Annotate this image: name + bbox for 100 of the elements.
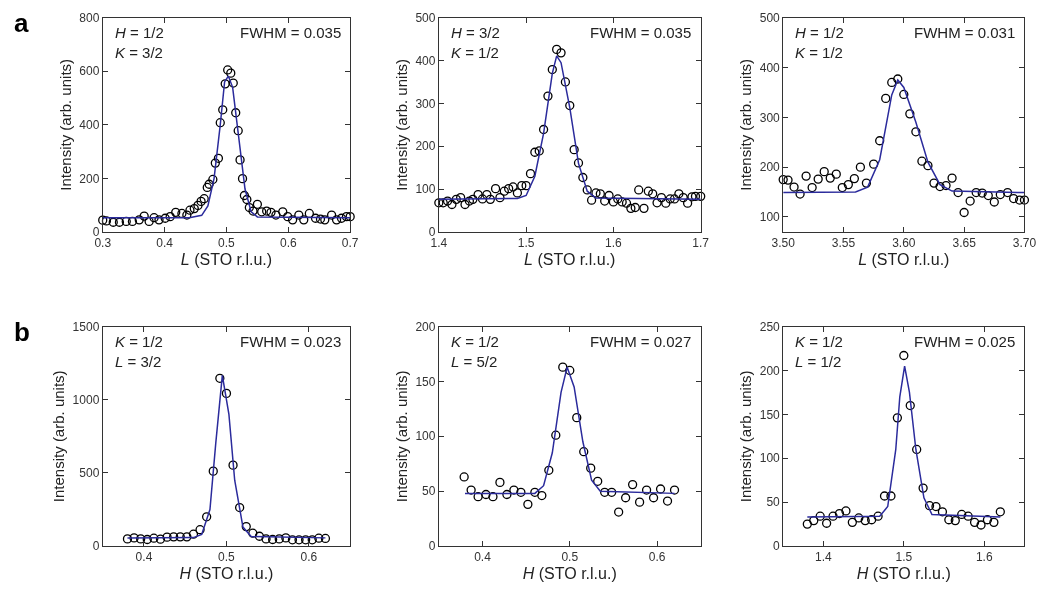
point [320, 533, 331, 544]
point [662, 496, 673, 506]
x-tick-label: 0.4 [156, 236, 174, 251]
point [634, 497, 645, 507]
y-tick-label: 1500 [72, 319, 100, 334]
point [320, 215, 330, 225]
point [893, 74, 903, 84]
point [558, 362, 568, 372]
point [614, 507, 624, 517]
point [287, 215, 298, 225]
y-axis-title: Intensity (arb. units) [737, 58, 755, 191]
point [778, 174, 788, 185]
point [341, 212, 352, 222]
point [899, 89, 909, 100]
x-tick-label: 0.5 [218, 550, 236, 565]
point [281, 533, 291, 543]
point [523, 499, 533, 509]
point [813, 174, 823, 184]
point [899, 350, 909, 361]
x-tick-label: 0.4 [474, 550, 492, 565]
point [182, 210, 192, 220]
point [237, 173, 248, 184]
y-tick-label: 300 [415, 96, 436, 111]
point [101, 216, 112, 226]
point [165, 212, 175, 222]
point [544, 465, 554, 475]
point [220, 79, 230, 89]
y-tick-label: 250 [759, 319, 781, 334]
y-tick-label: 1000 [72, 392, 100, 407]
annotation: H = 1/2 K = 1/2 [795, 24, 844, 61]
point [783, 175, 793, 185]
point [977, 188, 987, 198]
point [248, 528, 258, 538]
point [995, 189, 1005, 200]
point [847, 517, 857, 527]
point [235, 155, 245, 165]
point [789, 182, 799, 192]
x-tick-label: 0.6 [279, 236, 297, 251]
point [867, 515, 877, 525]
point [565, 365, 575, 376]
x-tick-label: 3.55 [831, 236, 856, 251]
point [488, 492, 498, 502]
point [825, 173, 835, 183]
point [912, 444, 922, 455]
point [841, 506, 851, 516]
point [221, 388, 232, 399]
annotation: FWHM = 0.031 [914, 24, 1016, 41]
annotation: FWHM = 0.035 [590, 24, 692, 41]
x-tick-label: 1.4 [815, 550, 833, 565]
point [299, 215, 309, 225]
point [834, 508, 845, 519]
x-tick-label: 0.5 [561, 550, 579, 565]
point [887, 77, 897, 88]
point [828, 511, 838, 521]
point [918, 483, 928, 493]
point [215, 373, 225, 383]
y-tick-label: 150 [415, 374, 436, 389]
x-tick-label: 3.50 [771, 236, 796, 251]
point [262, 206, 272, 216]
point [149, 533, 159, 543]
point [931, 501, 941, 512]
point [627, 479, 638, 490]
point [208, 466, 218, 476]
point [795, 189, 805, 199]
point [326, 210, 337, 220]
annotation: H = 1/2 K = 3/2 [115, 24, 164, 61]
y-tick-label: 100 [759, 210, 781, 225]
point [257, 207, 267, 217]
point [944, 515, 954, 525]
point [669, 485, 680, 495]
point [271, 210, 281, 220]
point [941, 180, 951, 191]
point [655, 484, 666, 494]
point [873, 511, 883, 521]
y-tick-label: 400 [759, 60, 781, 75]
point [855, 162, 866, 172]
point [950, 515, 960, 526]
x-tick-label: 1.6 [975, 550, 993, 565]
point [917, 156, 927, 166]
point [185, 205, 195, 215]
point [283, 212, 293, 222]
point [195, 525, 205, 535]
point [905, 109, 915, 119]
point [228, 78, 238, 88]
point [233, 126, 243, 136]
point [509, 485, 519, 495]
point [983, 190, 993, 201]
point [982, 515, 993, 525]
point [239, 190, 250, 201]
point [244, 202, 254, 213]
y-axis-title: Intensity (arb. units) [56, 58, 74, 191]
point [202, 512, 212, 522]
point [837, 182, 847, 193]
x-tick-label: 0.6 [648, 550, 666, 565]
point [108, 217, 118, 227]
point [254, 531, 265, 541]
point [937, 507, 948, 517]
y-tick-label: 200 [415, 319, 436, 334]
y-tick-label: 100 [759, 451, 781, 466]
point [267, 534, 278, 545]
